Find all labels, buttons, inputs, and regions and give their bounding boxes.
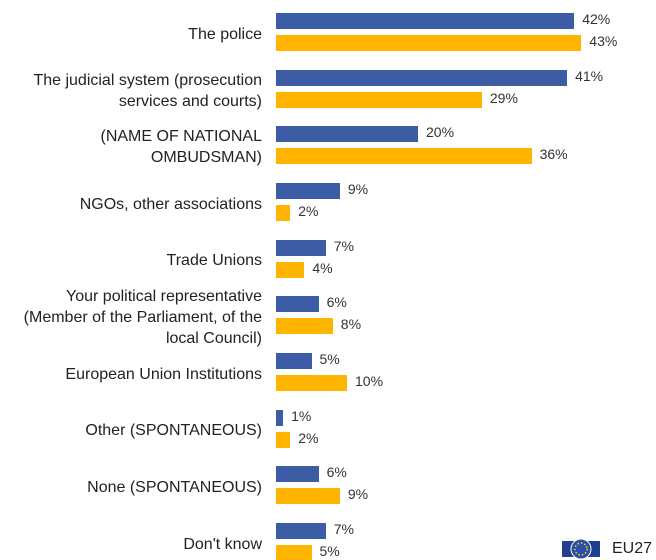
value-label: 7% (333, 237, 354, 254)
value-label: 6% (326, 294, 347, 311)
category-label: Don't know (183, 535, 262, 553)
category-label: Trade Unions (166, 252, 262, 270)
bar (276, 523, 326, 540)
bar (276, 353, 312, 370)
bar (276, 91, 482, 108)
bar (276, 409, 284, 426)
bar (276, 239, 326, 256)
value-label: 5% (319, 543, 340, 560)
legend-label: EU27 (612, 540, 653, 557)
bar (276, 261, 305, 278)
bar (276, 431, 291, 448)
value-label: 29% (489, 89, 518, 106)
value-label: 43% (589, 33, 618, 49)
value-label: 1% (291, 407, 312, 424)
category-label: European Union Institutions (65, 365, 262, 383)
bar (276, 126, 418, 143)
value-label: 20% (426, 124, 455, 141)
category-label: Other (SPONTANEOUS) (85, 422, 262, 440)
value-label: 4% (312, 259, 333, 276)
bar (276, 205, 291, 221)
bar (276, 35, 582, 51)
bar (276, 183, 340, 199)
category-label: NGOs, other associations (79, 195, 262, 213)
value-label: 36% (539, 146, 568, 163)
bar (276, 13, 575, 29)
bar (276, 545, 312, 560)
value-label: 2% (298, 429, 319, 446)
bar (276, 466, 319, 483)
category-label: None (SPONTANEOUS) (87, 478, 262, 496)
value-label: 10% (355, 373, 384, 390)
legend-flag (562, 538, 600, 560)
value-label: 9% (347, 181, 369, 197)
bar (276, 69, 568, 86)
category-label: The judicial system (prosecution service… (33, 71, 262, 110)
category-label: (NAME OF NATIONAL OMBUDSMAN) (100, 128, 263, 167)
value-label: 8% (340, 316, 362, 333)
category-label: The police (188, 25, 262, 43)
value-label: 2% (298, 203, 319, 219)
value-label: 9% (347, 486, 369, 503)
bar (276, 296, 319, 313)
value-label: 5% (319, 351, 340, 368)
value-label: 42% (582, 11, 611, 27)
value-label: 41% (575, 67, 604, 84)
category-label: Your political representative (Member of… (23, 287, 262, 347)
bar (276, 488, 340, 505)
bar (276, 318, 333, 335)
bar (276, 375, 347, 392)
bar (276, 148, 532, 165)
value-label: 6% (326, 464, 347, 481)
value-label: 7% (333, 521, 354, 538)
